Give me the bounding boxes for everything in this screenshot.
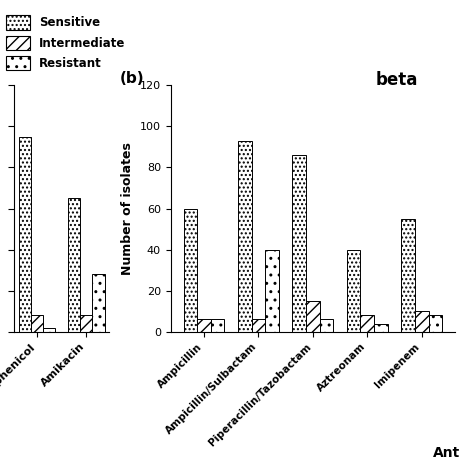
Bar — [80, 315, 92, 332]
Bar — [319, 319, 333, 332]
Bar — [347, 250, 360, 332]
Text: beta: beta — [375, 71, 418, 89]
Bar — [211, 319, 224, 332]
Bar — [415, 311, 428, 332]
Bar — [360, 315, 374, 332]
Bar — [265, 250, 279, 332]
Bar — [92, 274, 105, 332]
Bar — [374, 324, 388, 332]
Bar — [306, 301, 319, 332]
Y-axis label: Number of isolates: Number of isolates — [121, 142, 134, 275]
Bar — [292, 155, 306, 332]
Bar — [68, 198, 80, 332]
Bar — [252, 319, 265, 332]
Bar — [428, 315, 442, 332]
Bar — [197, 319, 211, 332]
Bar — [43, 328, 55, 332]
Text: (b): (b) — [119, 71, 144, 85]
Bar — [31, 315, 43, 332]
Legend: Sensitive, Intermediate, Resistant: Sensitive, Intermediate, Resistant — [6, 15, 125, 71]
Bar — [183, 209, 197, 332]
Bar — [18, 137, 31, 332]
Bar — [401, 219, 415, 332]
Bar — [238, 141, 252, 332]
Text: Ant: Ant — [433, 446, 460, 460]
